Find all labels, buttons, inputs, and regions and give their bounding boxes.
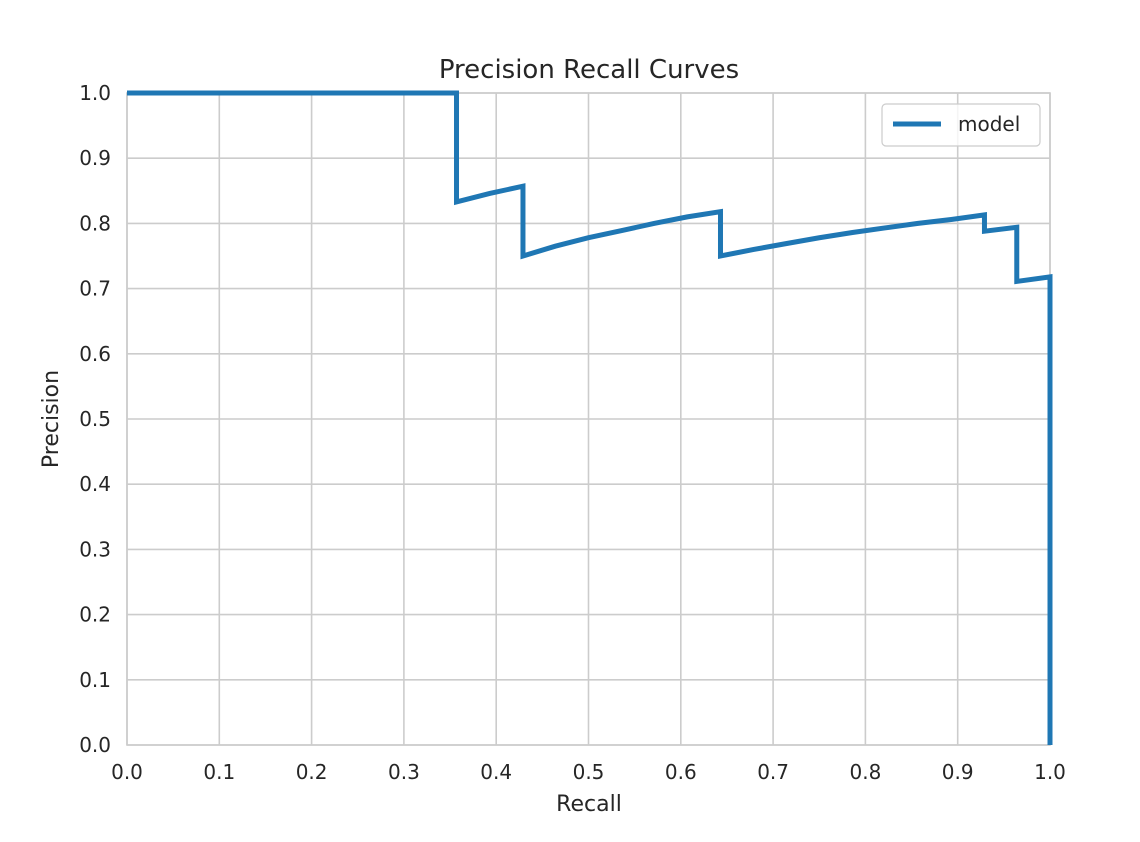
series-line-model	[127, 90, 1053, 745]
chart-title: Precision Recall Curves	[439, 55, 739, 85]
x-tick-label: 1.0	[1034, 760, 1066, 784]
y-tick-label: 0.5	[79, 407, 111, 431]
x-tick-label: 0.3	[388, 760, 420, 784]
y-tick-label: 0.1	[79, 668, 111, 692]
y-tick-labels: 0.0 0.1 0.2 0.3 0.4 0.5 0.6 0.7 0.8 0.9 1.0	[79, 81, 111, 757]
y-tick-label: 0.2	[79, 603, 111, 627]
x-tick-label: 0.6	[665, 760, 697, 784]
x-tick-label: 0.4	[480, 760, 512, 784]
legend: model	[881, 103, 1041, 147]
legend-label-model: model	[958, 112, 1020, 136]
y-tick-label: 0.8	[79, 211, 111, 235]
x-axis-label: Recall	[556, 792, 622, 817]
y-tick-label: 0.0	[79, 733, 111, 757]
y-axis-label: Precision	[39, 370, 64, 468]
x-tick-label: 0.8	[849, 760, 881, 784]
y-tick-label: 0.6	[79, 342, 111, 366]
x-tick-label: 0.1	[203, 760, 235, 784]
y-tick-label: 1.0	[79, 81, 111, 105]
y-tick-label: 0.3	[79, 537, 111, 561]
x-tick-label: 0.2	[296, 760, 328, 784]
x-tick-labels: 0.0 0.1 0.2 0.3 0.4 0.5 0.6 0.7 0.8 0.9 1.0	[111, 760, 1066, 784]
x-tick-label: 0.7	[757, 760, 789, 784]
y-tick-label: 0.7	[79, 277, 111, 301]
x-tick-label: 0.0	[111, 760, 143, 784]
series-layer	[127, 90, 1053, 745]
x-tick-label: 0.9	[942, 760, 974, 784]
legend-box	[881, 103, 1041, 147]
x-tick-label: 0.5	[573, 760, 605, 784]
y-tick-label: 0.4	[79, 472, 111, 496]
y-tick-label: 0.9	[79, 146, 111, 170]
